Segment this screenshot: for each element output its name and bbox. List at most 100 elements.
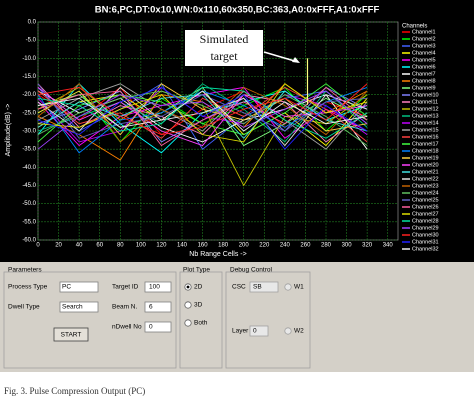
control-panel xyxy=(0,262,474,372)
x-tick-label: 20 xyxy=(55,243,62,249)
legend-label: Channel13 xyxy=(412,113,439,119)
y-tick-label: -50.0 xyxy=(22,201,36,207)
y-tick-label: -60.0 xyxy=(22,238,36,244)
field-label: Beam N. xyxy=(112,304,137,311)
x-tick-label: 320 xyxy=(362,243,373,249)
radio-dot xyxy=(186,285,190,289)
legend-label: Channel5 xyxy=(412,57,436,63)
radio-label: 2D xyxy=(194,284,203,291)
series-line xyxy=(37,83,368,143)
y-tick-label: -25.0 xyxy=(22,110,36,116)
radio-button[interactable] xyxy=(184,319,192,327)
legend-label: Channel27 xyxy=(412,211,439,217)
legend-label: Channel17 xyxy=(412,141,439,147)
group-title: Debug Control xyxy=(230,267,272,274)
series-line xyxy=(37,83,368,143)
csc-select[interactable] xyxy=(249,281,279,293)
x-tick-label: 0 xyxy=(36,243,40,249)
radio-label: W1 xyxy=(294,284,304,291)
field-value: SB xyxy=(253,284,262,291)
legend-label: Channel11 xyxy=(412,99,438,105)
radio-label: Both xyxy=(194,320,208,327)
field-label: Layer xyxy=(232,328,249,335)
legend-label: Channel10 xyxy=(412,92,439,98)
radio-label: W2 xyxy=(294,328,304,335)
field-label: Process Type xyxy=(8,284,48,291)
start-button[interactable] xyxy=(53,327,89,342)
legend-label: Channel26 xyxy=(412,204,439,210)
legend-title: Channels xyxy=(402,24,427,30)
y-tick-label: -45.0 xyxy=(22,183,36,189)
radio-button[interactable] xyxy=(184,301,192,309)
y-tick-label: -35.0 xyxy=(22,147,36,153)
y-tick-label: -10.0 xyxy=(22,56,36,62)
dwell-type-select[interactable] xyxy=(59,301,99,313)
legend-label: Channel7 xyxy=(412,71,436,77)
group-title: Parameters xyxy=(8,267,42,274)
debug-group xyxy=(225,271,311,369)
x-tick-label: 80 xyxy=(117,243,124,249)
y-tick-label: -55.0 xyxy=(22,219,36,225)
x-tick-label: 60 xyxy=(96,243,103,249)
series-line xyxy=(37,86,368,139)
x-axis-label: Nb Range Cells -> xyxy=(189,251,246,258)
x-tick-label: 200 xyxy=(239,243,250,249)
y-tick-label: -5.0 xyxy=(26,38,37,44)
radio-button[interactable] xyxy=(284,283,292,291)
plot-type-group xyxy=(179,271,223,369)
chart-title: BN:6,PC,DT:0x10,WN:0x110,60x350,BC:363,A… xyxy=(95,5,380,16)
parameters-group xyxy=(3,271,177,369)
annotation-arrow xyxy=(263,51,299,63)
layer-input[interactable] xyxy=(249,325,269,337)
legend-label: Channel9 xyxy=(412,85,436,91)
field-label: nDwell No xyxy=(112,324,142,331)
annotation-text: Simulated xyxy=(200,32,249,46)
legend-label: Channel8 xyxy=(412,78,436,84)
legend-label: Channel22 xyxy=(412,176,439,182)
beam-input[interactable] xyxy=(144,301,172,313)
legend-label: Channel31 xyxy=(412,239,439,245)
y-tick-label: -20.0 xyxy=(22,92,36,98)
series-line xyxy=(37,86,368,150)
x-tick-label: 340 xyxy=(383,243,394,249)
legend-label: Channel20 xyxy=(412,162,439,168)
legend-label: Channel19 xyxy=(412,155,439,161)
x-tick-label: 300 xyxy=(342,243,353,249)
x-tick-label: 240 xyxy=(280,243,291,249)
legend-label: Channel12 xyxy=(412,106,439,112)
field-value: Search xyxy=(62,304,83,311)
y-tick-label: 0.0 xyxy=(28,20,37,26)
field-value: 100 xyxy=(149,284,160,291)
legend-label: Channel16 xyxy=(412,134,439,140)
x-tick-label: 280 xyxy=(321,243,332,249)
legend-label: Channel25 xyxy=(412,197,439,203)
legend-label: Channel29 xyxy=(412,225,439,231)
annotation-text: target xyxy=(210,49,238,63)
x-tick-label: 140 xyxy=(177,243,188,249)
radio-label: 3D xyxy=(194,302,203,309)
radio-button[interactable] xyxy=(284,327,292,335)
annotation-arrowhead xyxy=(292,57,300,63)
y-tick-label: -40.0 xyxy=(22,165,36,171)
field-label: CSC xyxy=(232,284,246,291)
x-tick-label: 260 xyxy=(300,243,311,249)
x-tick-label: 160 xyxy=(198,243,209,249)
series-line xyxy=(37,86,368,143)
legend-label: Channel3 xyxy=(412,43,436,49)
legend-label: Channel32 xyxy=(412,246,439,252)
field-value: 0 xyxy=(253,328,257,335)
y-axis-label: Amplitude(dB) -> xyxy=(5,104,12,157)
legend-label: Channel1 xyxy=(412,29,436,35)
field-label: Dwell Type xyxy=(8,304,40,311)
y-tick-label: -15.0 xyxy=(22,74,36,80)
legend-label: Channel24 xyxy=(412,190,439,196)
process-type-select[interactable] xyxy=(59,281,99,293)
field-label: Target ID xyxy=(112,284,139,291)
series-line xyxy=(37,90,368,150)
dwell-no-input[interactable] xyxy=(144,321,172,333)
legend-label: Channel2 xyxy=(412,36,436,42)
target-id-input[interactable] xyxy=(144,281,172,293)
x-tick-label: 220 xyxy=(259,243,270,249)
legend-label: Channel4 xyxy=(412,50,436,56)
legend-label: Channel23 xyxy=(412,183,439,189)
